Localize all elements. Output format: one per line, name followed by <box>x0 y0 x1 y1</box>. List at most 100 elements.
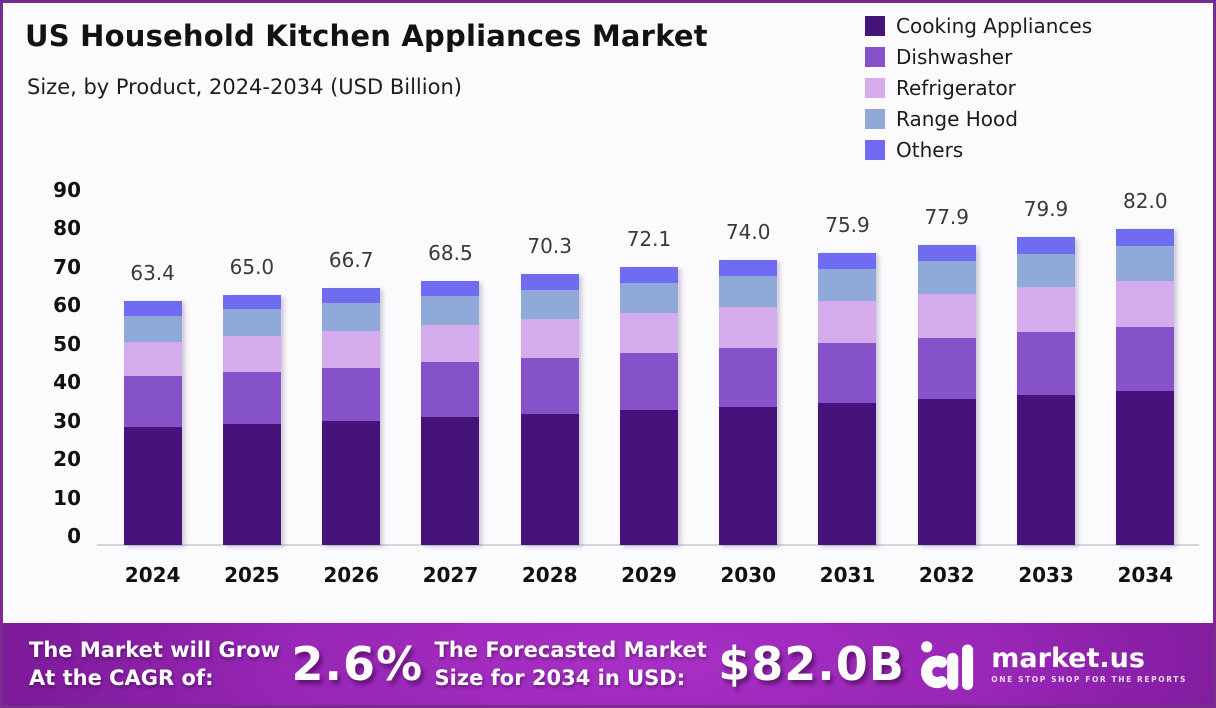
bar-segment-others <box>520 274 579 290</box>
legend-label: Refrigerator <box>896 76 1016 100</box>
bar-segment-cooking-appliances <box>917 399 976 545</box>
bar-segment-dishwasher <box>322 367 381 421</box>
bar-segment-cooking-appliances <box>619 410 678 545</box>
legend-item: Others <box>865 138 1092 162</box>
x-axis-label: 2026 <box>323 563 379 587</box>
bar-segment-cooking-appliances <box>1017 395 1076 545</box>
x-axis-label: 2031 <box>819 563 876 587</box>
bar-segment-dishwasher <box>123 376 182 427</box>
bar-segment-refrigerator <box>520 319 579 358</box>
market-us-logo-icon <box>921 641 974 690</box>
bar-segment-cooking-appliances <box>322 420 381 545</box>
bar-segment-others <box>123 300 182 316</box>
x-axis-label: 2028 <box>521 563 578 587</box>
chart-legend: Cooking Appliances Dishwasher Refrigerator… <box>865 14 1092 170</box>
legend-label: Dishwasher <box>896 45 1013 69</box>
bar-segment-cooking-appliances <box>818 402 877 545</box>
bar-segment-cooking-appliances <box>421 416 480 545</box>
bar-segment-others <box>1116 229 1175 246</box>
bar-stack <box>619 267 678 545</box>
bar-segment-dishwasher <box>619 352 678 411</box>
y-axis-tick: 40 <box>53 370 81 394</box>
legend-item: Dishwasher <box>865 45 1092 69</box>
legend-label: Others <box>896 138 964 162</box>
bar-group: 79.9 <box>996 153 1095 545</box>
bar-segment-refrigerator <box>123 341 182 377</box>
bar-stack <box>1116 229 1175 545</box>
bar-stack <box>719 260 778 545</box>
forecast-value: $82.0B <box>718 637 905 691</box>
bar-segment-others <box>1017 237 1076 254</box>
bar-segment-range-hood <box>719 275 778 308</box>
bar-segment-range-hood <box>619 282 678 314</box>
legend-label: Range Hood <box>896 107 1018 131</box>
x-axis-label: 2030 <box>720 563 777 587</box>
legend-swatch <box>865 16 885 36</box>
bar-segment-range-hood <box>818 268 877 301</box>
bar-stack <box>818 252 877 545</box>
bar-group: 77.9 <box>897 153 996 545</box>
bar-segment-dishwasher <box>917 337 976 400</box>
x-axis-label: 2034 <box>1117 563 1174 587</box>
bar-segment-dishwasher <box>421 362 480 417</box>
bar-segment-range-hood <box>123 315 182 342</box>
bar-segment-refrigerator <box>917 294 976 338</box>
bar-total-label: 63.4 <box>130 260 175 285</box>
bar-group: 63.4 <box>103 153 202 545</box>
bar-group: 75.9 <box>798 153 897 545</box>
bar-total-label: 65.0 <box>229 254 275 279</box>
footer-banner: The Market will Grow At the CAGR of: 2.6… <box>3 623 1213 705</box>
x-axis-line <box>97 544 1199 546</box>
x-axis-label: 2033 <box>1018 563 1074 587</box>
legend-swatch <box>865 78 885 98</box>
bar-stack <box>917 245 976 545</box>
bar-segment-range-hood <box>1116 245 1175 281</box>
bar-segment-range-hood <box>222 309 281 337</box>
y-axis-tick: 10 <box>53 485 81 510</box>
bar-total-label: 70.3 <box>527 234 572 259</box>
bar-segment-refrigerator <box>322 330 381 368</box>
page-subtitle: Size, by Product, 2024-2034 (USD Billion… <box>27 75 462 99</box>
bar-stack <box>123 300 182 545</box>
bar-total-label: 66.7 <box>328 248 374 273</box>
market-us-logo: market.us ONE STOP SHOP FOR THE REPORTS <box>916 638 1187 690</box>
bar-segment-dishwasher <box>222 371 281 424</box>
x-axis-label: 2029 <box>621 563 677 587</box>
bar-group: 68.5 <box>401 153 500 545</box>
bar-group: 66.7 <box>302 153 401 545</box>
bar-segment-range-hood <box>520 289 579 320</box>
bar-segment-refrigerator <box>222 336 281 372</box>
bar-segment-cooking-appliances <box>520 413 579 545</box>
bar-total-label: 75.9 <box>825 212 870 237</box>
bar-segment-range-hood <box>322 303 381 331</box>
x-axis-label: 2025 <box>224 563 280 587</box>
bar-total-label: 68.5 <box>428 241 473 266</box>
bar-stack <box>520 274 579 545</box>
bar-segment-refrigerator <box>1017 287 1076 333</box>
legend-swatch <box>865 47 885 67</box>
bar-segment-dishwasher <box>719 347 778 407</box>
bar-segment-dishwasher <box>1116 326 1175 392</box>
bar-segment-others <box>222 294 281 310</box>
y-axis-tick: 50 <box>53 331 81 356</box>
bar-segment-refrigerator <box>818 300 877 343</box>
cagr-label: The Market will Grow At the CAGR of: <box>29 638 280 690</box>
bar-segment-others <box>719 260 778 276</box>
bar-segment-others <box>322 288 381 304</box>
plot-area: 63.4 65.0 66.7 68.5 70.3 72.1 74.0 75.9 77.9 79.9… <box>103 153 1195 545</box>
bar-total-label: 74.0 <box>725 220 771 245</box>
y-axis-tick: 70 <box>53 254 81 279</box>
logo-text: market.us <box>991 643 1145 674</box>
bar-stack <box>222 294 281 545</box>
bar-group: 82.0 <box>1096 153 1195 545</box>
bar-group: 65.0 <box>202 153 301 545</box>
bar-group: 70.3 <box>500 153 599 545</box>
bar-group: 74.0 <box>699 153 798 545</box>
y-axis-tick: 80 <box>53 216 81 240</box>
bar-segment-refrigerator <box>719 307 778 348</box>
x-axis-label: 2027 <box>422 563 479 587</box>
bar-stack <box>421 281 480 545</box>
y-axis-tick: 20 <box>53 447 81 471</box>
bar-segment-dishwasher <box>818 342 877 403</box>
bar-segment-dishwasher <box>520 357 579 414</box>
